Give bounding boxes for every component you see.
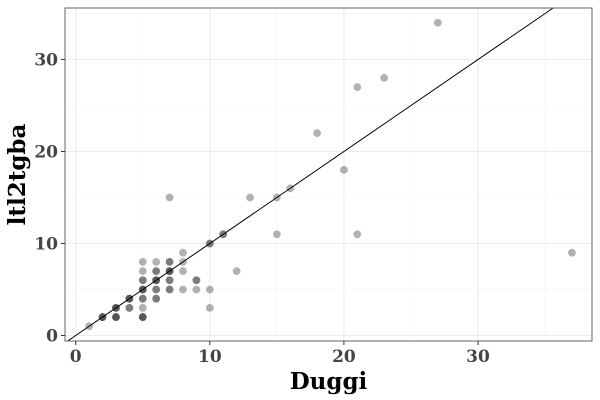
x-tick-label: 10 [198,347,222,367]
data-point [125,303,134,312]
data-point [313,129,322,138]
data-point [112,313,120,321]
y-axis-title: ltl2tgba [4,124,31,226]
data-point [152,294,161,303]
data-point [138,257,147,266]
data-point [165,276,174,285]
data-point [272,230,281,239]
data-point [152,285,161,294]
data-point [152,294,161,303]
data-point [165,257,174,266]
data-point [138,294,147,303]
data-points [85,18,576,331]
data-point [165,276,174,285]
data-point [246,193,254,202]
data-point [192,285,201,294]
data-point [192,276,201,285]
data-point [165,285,174,294]
x-axis-title: Duggi [290,368,368,395]
x-tick-label: 20 [332,347,356,367]
data-point [152,285,161,294]
data-point [433,18,442,27]
data-point [112,313,120,321]
y-tick-label: 20 [34,143,58,163]
data-point [138,294,147,303]
data-point [152,267,161,275]
data-point [179,267,187,275]
data-point [138,313,147,321]
data-point [205,303,214,312]
plot-border [64,7,593,342]
reference-line [67,7,554,342]
data-point [138,276,147,285]
data-point [380,74,389,82]
x-tick-label: 30 [466,347,490,367]
data-point [165,257,174,266]
reference-line-layer [67,7,554,342]
data-point [340,166,348,174]
data-point [165,285,174,294]
data-point [152,257,161,266]
data-point [567,248,576,257]
data-point [353,83,362,92]
data-point [165,193,174,202]
y-tick-label: 0 [46,326,58,346]
grid-lines [65,8,592,341]
data-point [152,267,161,275]
data-point [179,285,187,294]
data-point [138,276,147,285]
data-point [179,248,187,257]
data-point [138,303,147,312]
data-point [353,230,362,239]
y-tick-label: 30 [34,51,58,71]
data-point [125,303,134,312]
x-tick-label: 0 [70,347,82,367]
data-point [192,276,201,285]
data-point [205,285,214,294]
data-point [138,313,147,321]
data-point [138,267,147,275]
data-point [112,313,120,321]
data-point [232,267,241,275]
axis-ticks: 0 10 20 30 0 10 20 30 [34,51,490,367]
y-tick-label: 10 [34,234,58,254]
data-point [138,313,147,321]
